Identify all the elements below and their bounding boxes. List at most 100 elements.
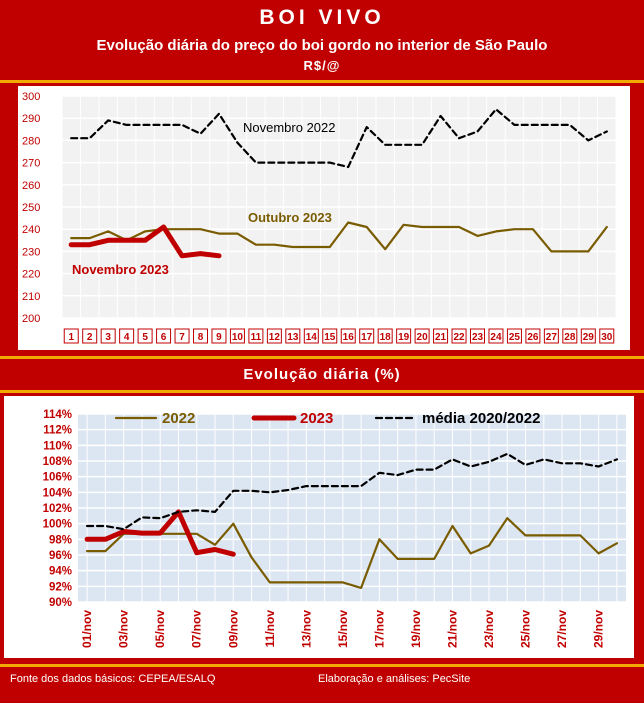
y-tick-label: 300	[22, 91, 40, 103]
stripe-divider	[0, 356, 644, 359]
x-tick-box	[433, 328, 449, 344]
x-tick-label: 28	[564, 332, 576, 343]
x-tick-label: 18	[380, 332, 392, 343]
x-tick-box	[100, 328, 116, 344]
x-tick-box	[193, 328, 208, 344]
x-tick-label: 23	[472, 332, 484, 343]
x-tick-label: 1	[68, 332, 74, 343]
x-tick-box	[340, 328, 356, 344]
y-tick-label: 92%	[49, 581, 72, 593]
x-tick-box	[580, 328, 596, 344]
x-tick-label: 15/nov	[336, 610, 350, 648]
x-tick-label: 8	[198, 332, 204, 343]
x-tick-box	[174, 328, 190, 344]
y-tick-label: 290	[22, 113, 40, 125]
x-tick-label: 16	[343, 332, 355, 343]
legend-label: média 2020/2022	[422, 410, 540, 427]
x-tick-box	[599, 328, 615, 344]
stripe-divider	[0, 390, 644, 393]
x-tick-box	[137, 328, 153, 344]
y-tick-label: 200	[22, 313, 40, 325]
x-tick-box	[359, 328, 375, 344]
y-tick-label: 102%	[43, 503, 72, 515]
series-line	[85, 452, 619, 531]
x-tick-box	[562, 328, 578, 344]
y-tick-label: 114%	[43, 409, 72, 421]
x-tick-label: 01/nov	[80, 610, 94, 648]
series-line	[85, 517, 619, 589]
x-tick-label: 11	[251, 332, 262, 343]
footer-source: Fonte dos dados básicos: CEPEA/ESALQ	[10, 673, 216, 685]
x-tick-label: 13	[287, 332, 299, 343]
x-tick-label: 07/nov	[190, 610, 204, 648]
x-tick-label: 21/nov	[445, 610, 459, 648]
unit-label: R$/@	[303, 58, 341, 73]
series-line	[70, 108, 608, 169]
x-tick-box	[470, 328, 485, 344]
y-tick-label: 210	[22, 291, 40, 303]
y-tick-label: 90%	[49, 597, 72, 609]
x-tick-label: 7	[179, 332, 185, 343]
x-tick-box	[543, 328, 559, 344]
stripe-divider	[0, 664, 644, 667]
x-tick-label: 2	[87, 332, 93, 343]
x-tick-label: 09/nov	[226, 610, 240, 648]
x-tick-box	[211, 328, 227, 344]
page-subtitle: Evolução diária do preço do boi gordo no…	[96, 37, 548, 54]
y-tick-label: 280	[22, 135, 40, 147]
x-tick-label: 27	[546, 332, 558, 343]
x-tick-box	[63, 328, 79, 344]
y-tick-label: 220	[22, 269, 40, 281]
x-tick-label: 6	[161, 332, 167, 343]
x-tick-label: 26	[527, 332, 539, 343]
x-tick-box	[525, 328, 541, 344]
x-tick-box	[248, 328, 264, 344]
x-tick-box	[377, 328, 393, 344]
y-tick-label: 98%	[49, 534, 72, 546]
x-tick-label: 3	[105, 332, 111, 343]
x-tick-label: 4	[124, 332, 130, 343]
x-tick-label: 13/nov	[299, 610, 313, 648]
y-tick-label: 230	[22, 246, 40, 258]
x-tick-label: 14	[306, 332, 318, 343]
y-tick-label: 110%	[43, 440, 72, 452]
x-tick-label: 24	[490, 332, 502, 343]
x-tick-label: 21	[435, 332, 447, 343]
x-tick-label: 05/nov	[153, 610, 167, 648]
series-label: Outubro 2023	[248, 210, 332, 225]
x-tick-label: 03/nov	[117, 610, 131, 648]
y-tick-label: 270	[22, 158, 40, 170]
x-tick-label: 25/nov	[519, 610, 533, 648]
x-tick-label: 11/nov	[263, 610, 277, 648]
series-line	[68, 224, 222, 259]
legend-label: 2023	[300, 410, 333, 427]
x-tick-box	[322, 328, 338, 344]
y-tick-label: 260	[22, 180, 40, 192]
x-tick-box	[506, 328, 522, 344]
x-tick-label: 29/nov	[592, 610, 606, 648]
x-tick-label: 20	[417, 332, 429, 343]
series-label: Novembro 2023	[72, 262, 169, 277]
x-tick-label: 17	[361, 332, 373, 343]
x-tick-label: 12	[269, 332, 281, 343]
y-tick-label: 250	[22, 202, 40, 214]
y-tick-label: 108%	[43, 456, 72, 468]
x-tick-box	[451, 328, 467, 344]
x-tick-label: 10	[232, 332, 244, 343]
legend-label: 2022	[162, 410, 195, 427]
x-tick-box	[119, 328, 135, 344]
y-tick-label: 96%	[49, 550, 72, 562]
x-tick-label: 19	[398, 332, 410, 343]
x-tick-label: 29	[583, 332, 595, 343]
x-tick-label: 27/nov	[555, 610, 569, 648]
x-tick-box	[229, 328, 245, 344]
y-tick-label: 104%	[43, 487, 72, 499]
y-tick-label: 106%	[43, 472, 72, 484]
x-tick-box	[156, 328, 172, 344]
series-line	[84, 509, 236, 557]
x-tick-label: 15	[324, 332, 336, 343]
stripe-divider	[0, 80, 644, 83]
x-tick-box	[303, 328, 319, 344]
x-tick-label: 30	[601, 332, 613, 343]
